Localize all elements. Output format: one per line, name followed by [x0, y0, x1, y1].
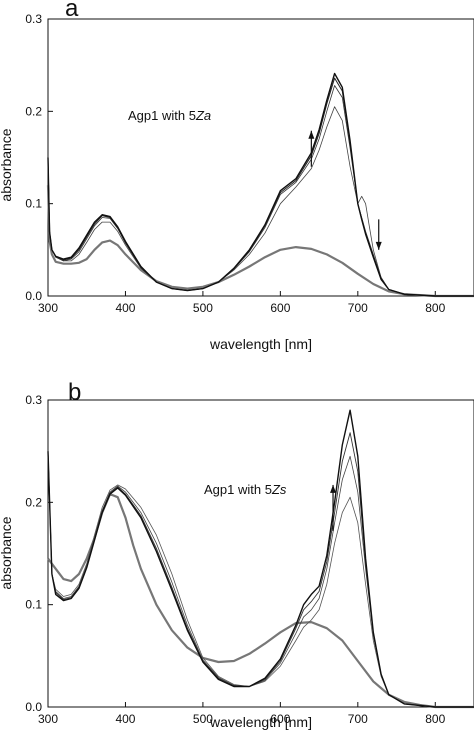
y-tick-label: 0.1 — [25, 598, 42, 612]
arrow-head-down — [375, 241, 382, 250]
arrows-b — [330, 484, 337, 531]
x-tick-label: 400 — [115, 712, 135, 726]
x-tick-label: 500 — [193, 301, 213, 315]
x-tick-label: 400 — [115, 301, 135, 315]
x-tick-label: 700 — [348, 301, 368, 315]
series-line-2 — [47, 451, 474, 708]
panel-b: b Agp1 with 5Zs absorbance wavelength [n… — [0, 379, 474, 730]
ticks-b: 300 400 500 600 700 800 0.0 0.1 0.2 0.3 — [25, 393, 445, 726]
x-tick-label: 600 — [270, 301, 290, 315]
x-tick-label: 600 — [270, 712, 290, 726]
series-line-4 — [47, 432, 474, 708]
x-tick-label: 300 — [38, 301, 58, 315]
y-tick-label: 0.0 — [25, 289, 42, 303]
x-axis-title-b: wavelength [nm] — [209, 714, 312, 730]
x-tick-label: 500 — [193, 712, 213, 726]
annotation-b: Agp1 with 5Zs — [204, 482, 287, 497]
arrow-head-up — [308, 130, 315, 139]
ticks-a: 300 400 500 600 700 800 0.0 0.1 0.2 0.3 — [25, 12, 445, 315]
panel-a: a Agp1 with 5Za absorbance wavelength [n… — [0, 0, 474, 352]
series-line-5 — [47, 72, 474, 297]
arrow-head-up — [330, 484, 337, 493]
y-tick-label: 0.0 — [25, 700, 42, 714]
series-line-1 — [47, 493, 474, 709]
x-tick-label: 300 — [38, 712, 58, 726]
series-line-3 — [47, 85, 474, 297]
y-tick-label: 0.2 — [25, 104, 42, 118]
x-axis-title-a: wavelength [nm] — [209, 336, 312, 352]
plot-frame-a — [47, 18, 474, 297]
series-line-1 — [46, 185, 474, 298]
y-axis-title-a: absorbance — [0, 128, 14, 201]
y-tick-label: 0.3 — [25, 12, 42, 26]
y-tick-label: 0.2 — [25, 495, 42, 509]
annotation-a: Agp1 with 5Za — [128, 108, 211, 123]
series-line-2 — [47, 106, 474, 297]
y-axis-title-b: absorbance — [0, 516, 14, 589]
plot-frame-b — [47, 399, 474, 708]
panel-label-a: a — [65, 0, 79, 22]
series-group-b — [47, 409, 474, 709]
arrows-a — [308, 130, 382, 250]
panel-label-b: b — [68, 379, 81, 406]
series-group-a — [46, 72, 474, 298]
x-tick-label: 700 — [348, 712, 368, 726]
x-tick-label: 800 — [425, 301, 445, 315]
series-line-4 — [47, 77, 474, 297]
y-tick-label: 0.1 — [25, 197, 42, 211]
x-tick-label: 800 — [425, 712, 445, 726]
y-tick-label: 0.3 — [25, 393, 42, 407]
series-line-5 — [47, 409, 474, 708]
